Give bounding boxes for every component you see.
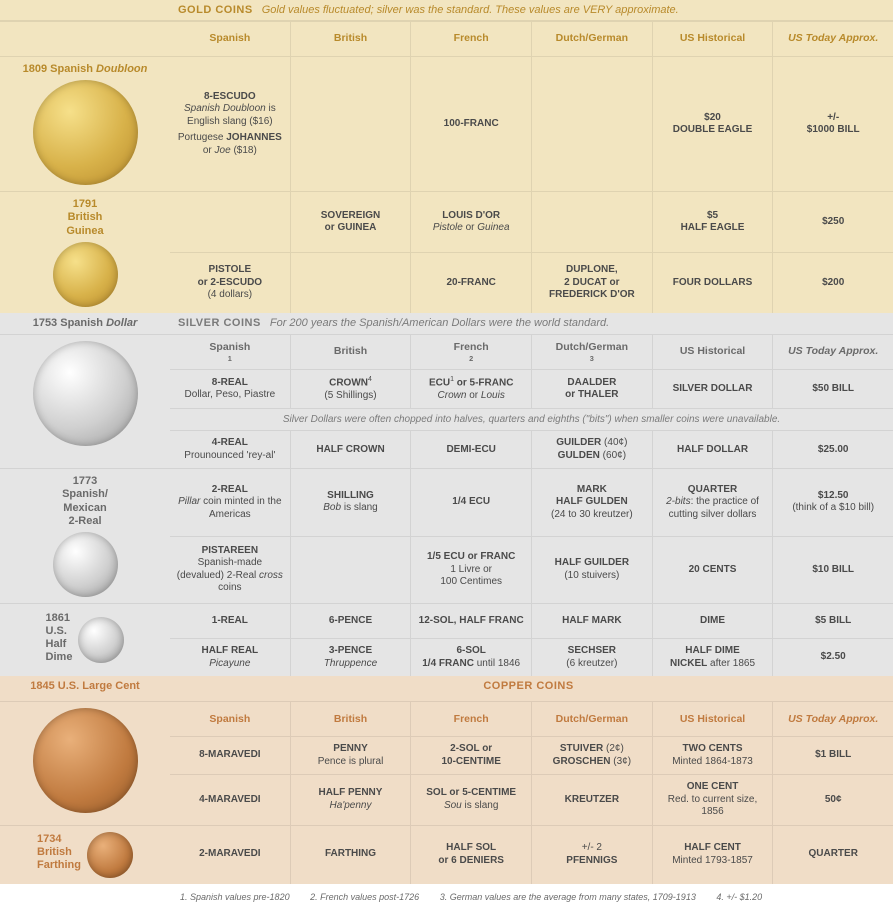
cell-british: [290, 57, 411, 191]
footnote-3: 3. German values are the average from ma…: [440, 892, 696, 902]
footnote-2: 2. French values post-1726: [310, 892, 419, 902]
guinea-year: 1791: [66, 198, 103, 211]
coin-value-chart: GOLD COINS Gold values fluctuated; silve…: [0, 0, 893, 912]
silver-row-5: 1-REAL 6-PENCE 12-SOL, HALF FRANC HALF M…: [170, 604, 893, 638]
copper-title-lead: COPPER COINS: [483, 680, 573, 692]
footnotes: 1. Spanish values pre-1820 2. French val…: [0, 884, 893, 912]
col-ushist: US Historical: [652, 22, 773, 56]
cell-spanish: 8-ESCUDO Spanish Doubloon is English sla…: [170, 57, 290, 191]
copper-title: COPPER COINS: [170, 676, 893, 701]
col-british: British: [290, 22, 411, 56]
silver-title: SILVER COINS For 200 years the Spanish/A…: [170, 313, 893, 334]
silver-row-3: 2-REALPillar coin minted in the Americas…: [170, 469, 893, 535]
large-cent-coin-image: [33, 708, 138, 813]
gold-row-3: PISTOLEor 2-ESCUDO(4 dollars) 20-FRANC D…: [170, 252, 893, 313]
spanish-dollar-coin-image: [33, 341, 138, 446]
coin-farthing: 1734 British Farthing: [0, 826, 170, 884]
silver-title-lead: SILVER COINS: [178, 317, 261, 329]
gold-title: GOLD COINS Gold values fluctuated; silve…: [170, 0, 893, 20]
cell-ushist: $20 DOUBLE EAGLE: [652, 57, 773, 191]
doubloon-coin-image: [33, 80, 138, 185]
silver-title-sub: For 200 years the Spanish/American Dolla…: [270, 317, 609, 329]
gold-row-1: 8-ESCUDO Spanish Doubloon is English sla…: [170, 57, 893, 191]
col-ustoday: US Today Approx.: [772, 22, 893, 56]
copper-section: 1845 U.S. Large Cent COPPER COINS Spanis…: [0, 676, 893, 884]
cell-ustoday: +/- $1000 BILL: [772, 57, 893, 191]
dollar-year: 1753 Spanish: [33, 317, 103, 329]
doubloon-year: 1809 Spanish: [23, 63, 93, 75]
footnote-4: 4. +/- $1.20: [716, 892, 762, 902]
half-dime-coin-image: [78, 617, 124, 663]
col-dutch: Dutch/German: [531, 22, 652, 56]
gold-title-lead: GOLD COINS: [178, 4, 253, 16]
large-cent-label: 1845 U.S. Large Cent: [30, 680, 139, 693]
gold-section: GOLD COINS Gold values fluctuated; silve…: [0, 0, 893, 313]
coin-doubloon: 1809 Spanish Doubloon: [0, 57, 170, 191]
coin-2real: 1773 Spanish/ Mexican 2-Real: [0, 469, 170, 603]
silver-section: 1753 Spanish Dollar SILVER COINS For 200…: [0, 313, 893, 676]
gold-title-sub: Gold values fluctuated; silver was the s…: [262, 4, 679, 16]
copper-row-2: 4-MARAVEDI HALF PENNYHa'penny SOL or 5-C…: [170, 774, 893, 825]
guinea-coin-image: [53, 242, 118, 307]
silver-row-4: PISTAREENSpanish-made (devalued) 2-Real …: [170, 536, 893, 603]
silver-row-2: 4-REALProunounced 'rey-al' HALF CROWN DE…: [170, 430, 893, 468]
silver-row-1: 8-REALDollar, Peso, Piastre CROWN4(5 Shi…: [170, 369, 893, 408]
cell-dutch: [531, 57, 652, 191]
gold-row-2: SOVEREIGNor GUINEA LOUIS D'ORPistole or …: [170, 192, 893, 252]
copper-row-1: 8-MARAVEDI PENNYPence is plural 2-SOL or…: [170, 736, 893, 774]
coin-spanish-dollar: [0, 335, 170, 468]
col-french: French: [410, 22, 531, 56]
footnote-1: 1. Spanish values pre-1820: [180, 892, 290, 902]
farthing-coin-image: [87, 832, 133, 878]
copper-row-3: 2-MARAVEDI FARTHING HALF SOLor 6 DENIERS…: [170, 826, 893, 884]
cell-french: 100-FRANC: [410, 57, 531, 191]
silver-row-6: HALF REALPicayune 3-PENCEThruppence 6-SO…: [170, 638, 893, 676]
doubloon-name: Doubloon: [96, 63, 147, 75]
coin-guinea: 1791 British Guinea: [0, 192, 170, 313]
silver-note: Silver Dollars were often chopped into h…: [170, 408, 893, 430]
coin-half-dime: 1861 U.S. Half Dime: [0, 604, 170, 676]
two-real-coin-image: [53, 532, 118, 597]
coin-large-cent: [0, 702, 170, 825]
col-spanish: Spanish: [170, 22, 290, 56]
